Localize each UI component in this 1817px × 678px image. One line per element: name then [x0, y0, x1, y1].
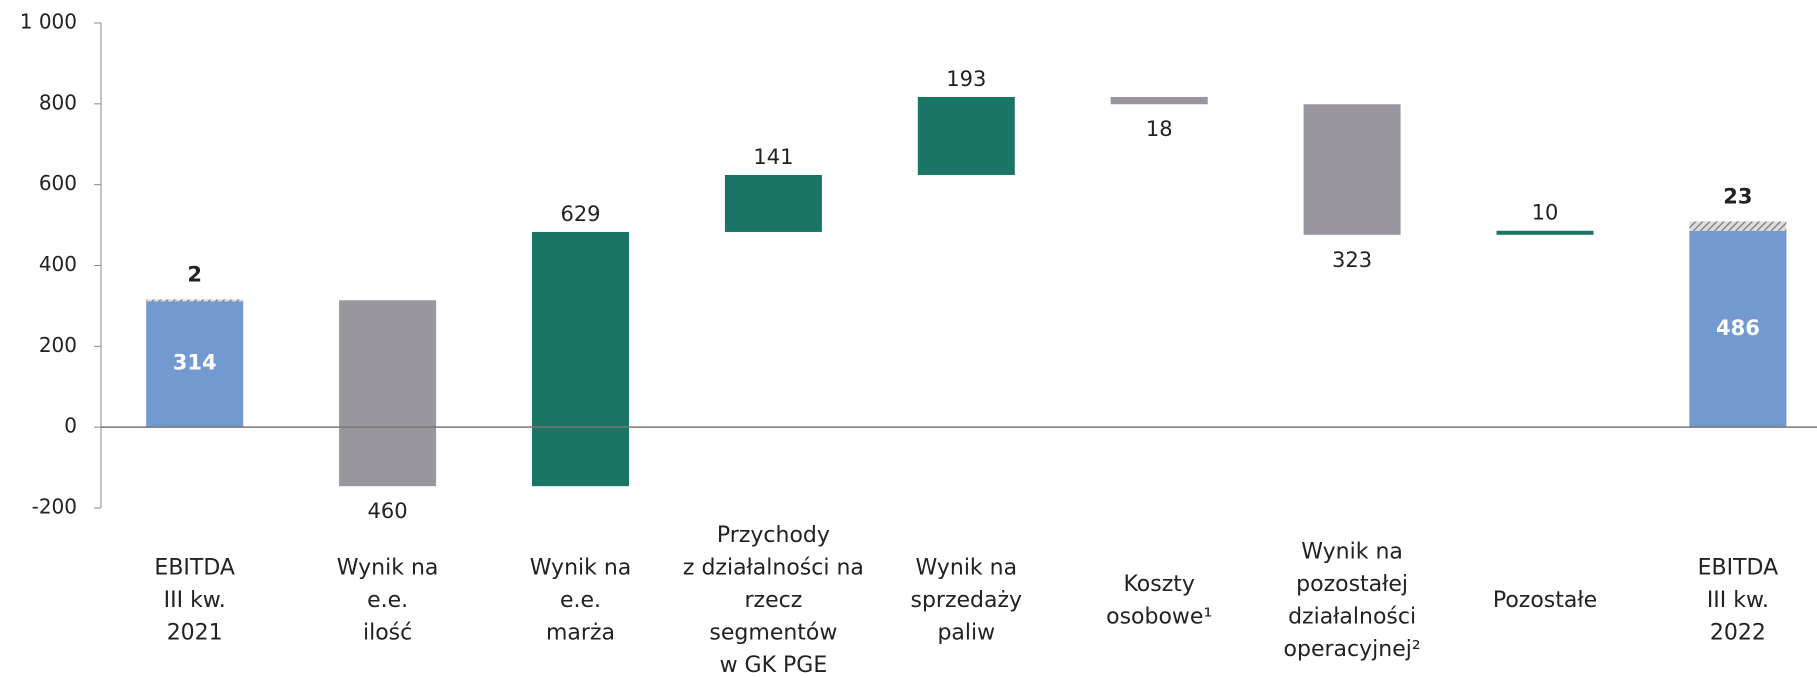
value-label: 18	[1146, 117, 1173, 141]
y-tick-label: -200	[32, 495, 77, 519]
value-label: 10	[1532, 201, 1559, 225]
y-tick-label: 0	[64, 414, 77, 438]
bar	[724, 174, 822, 232]
y-tick-label: 200	[39, 333, 77, 357]
bar	[146, 300, 244, 428]
value-label: 193	[946, 67, 986, 91]
adjustment-label: 2	[187, 262, 202, 286]
adjustment-label: 23	[1723, 184, 1752, 208]
value-label: 460	[368, 499, 408, 523]
value-label: 486	[1716, 316, 1760, 340]
value-label: 629	[560, 202, 600, 226]
x-tick-label: Wynik na sprzedaży paliw	[911, 556, 1023, 646]
adjustment-bar	[1689, 221, 1787, 231]
value-label: 323	[1332, 248, 1372, 272]
x-tick-label: EBITDA III kw. 2021	[154, 556, 235, 646]
y-tick-label: 400	[39, 252, 77, 276]
x-tick-label: Wynik na e.e. ilość	[337, 556, 439, 646]
x-tick-label: Koszty osobowe¹	[1106, 572, 1212, 630]
bar	[532, 231, 629, 487]
x-tick-label: Wynik na e.e. marża	[530, 556, 632, 646]
y-tick-label: 1 000	[20, 10, 77, 34]
x-tick-label: EBITDA III kw. 2022	[1698, 556, 1779, 646]
y-tick-label: 600	[39, 171, 77, 195]
value-label: 141	[753, 145, 793, 169]
y-tick-label: 800	[39, 90, 77, 114]
x-tick-label: Wynik na pozostałej działalności operacyjne…	[1284, 539, 1421, 662]
bar	[1689, 230, 1787, 428]
bar	[917, 96, 1015, 175]
bar	[1303, 104, 1401, 235]
bar	[1496, 230, 1594, 235]
x-tick-label: Przychody z działalności na rzecz segmentów…	[683, 523, 864, 678]
value-label: 314	[173, 351, 217, 375]
x-tick-label: Pozostałe	[1493, 588, 1597, 613]
bar	[339, 300, 437, 487]
bar	[1110, 96, 1208, 105]
adjustment-bar	[146, 299, 244, 302]
